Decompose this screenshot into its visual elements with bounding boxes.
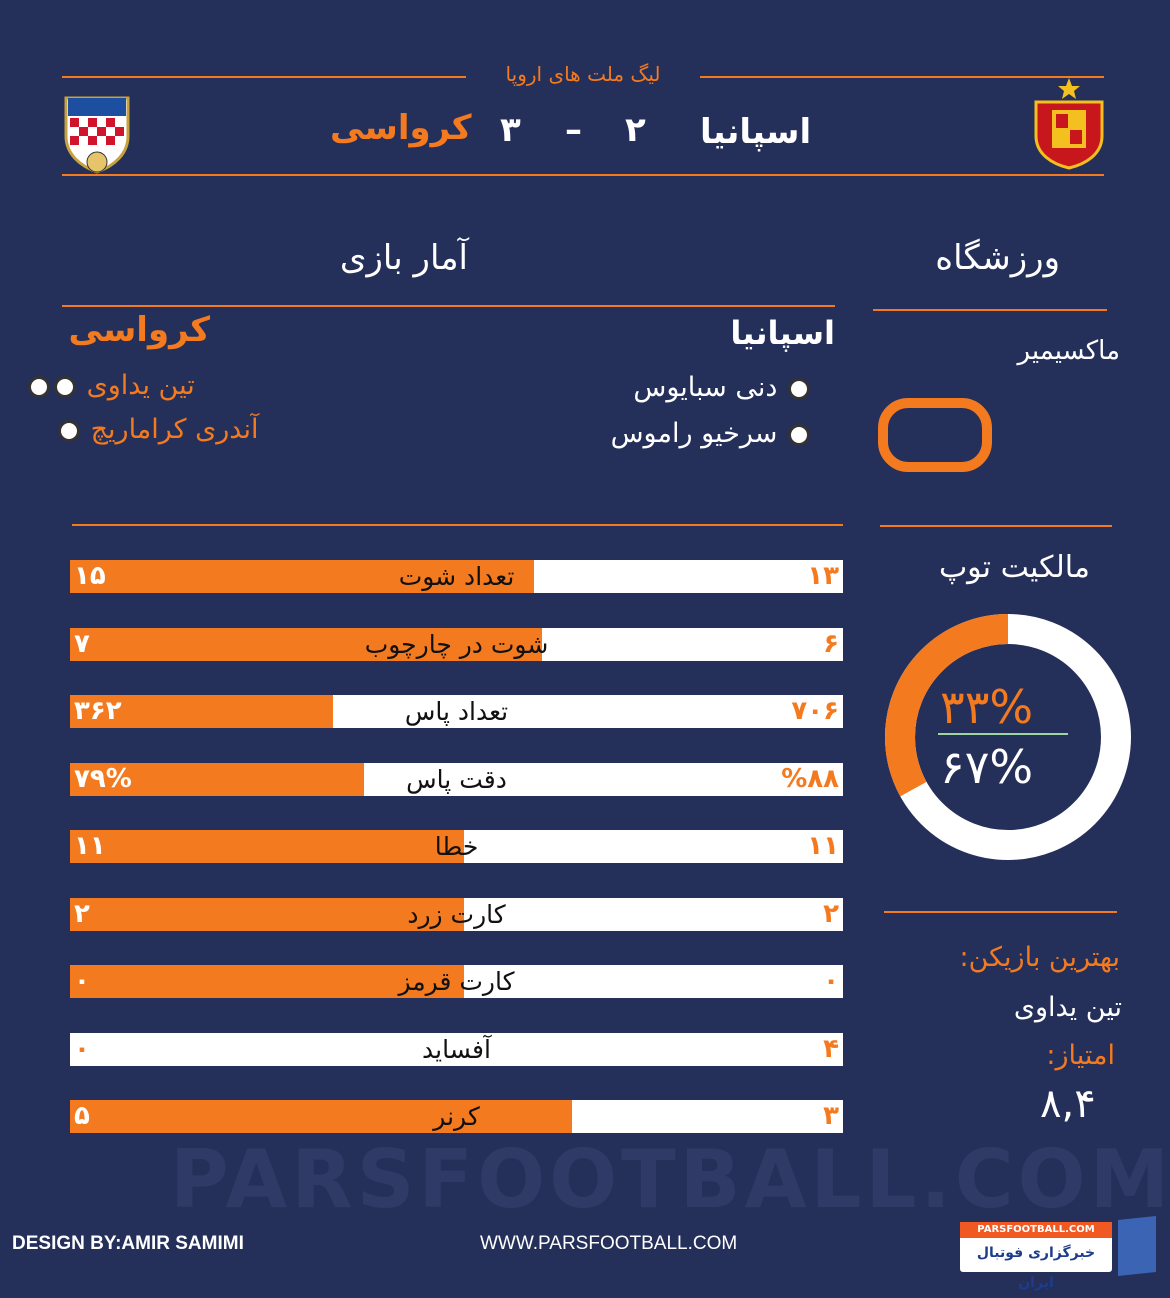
- spain-value: ۱۳: [807, 561, 839, 591]
- croatia-value: ۷: [74, 628, 90, 659]
- possession-title: مالکیت توپ: [938, 550, 1090, 585]
- croatia-value: ۳۶۲: [74, 696, 122, 726]
- divider: [880, 525, 1112, 527]
- divider: [884, 911, 1117, 913]
- croatia-fill: [70, 1100, 573, 1133]
- home-scorers-team: اسپانیا: [730, 314, 835, 352]
- designer-credit: DESIGN BY:AMIR SAMIMI: [12, 1233, 244, 1254]
- best-player-name: تین یداوی: [1013, 992, 1122, 1023]
- stats-title: آمار بازی: [339, 238, 468, 278]
- stadium-name: ماکسیمیر: [1017, 336, 1121, 366]
- croatia-value: ۱۱: [74, 831, 106, 861]
- parsfootball-logo: PARSFOOTBALL.COM خبرگزاری فوتبال ایران: [960, 1222, 1112, 1291]
- stat-bar: دقت پاس ۷۹% %۸۸: [70, 762, 843, 796]
- home-team-name: اسپانیا: [700, 112, 812, 152]
- logo-bottom-text: خبرگزاری فوتبال ایران: [976, 1245, 1096, 1291]
- possession-spain: ۶۷%: [940, 740, 1034, 794]
- possession-croatia: ۳۳%: [940, 680, 1034, 734]
- stat-bar: تعداد پاس ۳۶۲ ۷۰۶: [70, 695, 843, 728]
- divider: [62, 174, 1104, 176]
- stat-bar: خطا ۱۱ ۱۱: [70, 830, 843, 863]
- stat-bar: کارت قرمز ۰ ۰: [70, 965, 843, 998]
- stat-label: کارت قرمز: [398, 967, 515, 996]
- spain-value: ۳: [823, 1101, 839, 1131]
- home-scorer: سرخیو راموس: [540, 418, 812, 449]
- website[interactable]: WWW.PARSFOOTBALL.COM: [480, 1233, 738, 1254]
- croatia-fill: [70, 762, 364, 796]
- away-score: ۳: [500, 110, 521, 150]
- croatia-fill: [70, 830, 465, 863]
- ball-icon: [58, 419, 80, 442]
- spain-value: %۸۸: [781, 763, 839, 794]
- away-scorer: تین یداوی: [26, 370, 195, 401]
- stat-bar: کارت زرد ۲ ۲: [70, 897, 843, 931]
- ball-icon: [28, 375, 50, 398]
- ball-icon: [788, 423, 810, 446]
- croatia-value: ۰: [74, 966, 90, 996]
- spain-crest-icon: [1028, 78, 1110, 170]
- stat-label: شوت در چارچوب: [364, 629, 549, 659]
- stat-bar: شوت در چارچوب ۷ ۶: [70, 627, 843, 661]
- watermark: PARSFOOTBALL.COM: [170, 1133, 1170, 1226]
- croatia-value: ۲: [74, 898, 90, 929]
- divider: [62, 76, 466, 78]
- home-scorer: دنی سبایوس: [540, 372, 812, 403]
- ball-icon: [54, 375, 76, 398]
- stat-label: آفساید: [422, 1034, 491, 1064]
- stat-label: تعداد پاس: [404, 697, 509, 726]
- stat-label: کارت زرد: [407, 899, 506, 929]
- stadium-title: ورزشگاه: [935, 238, 1060, 278]
- croatia-value: ۰: [74, 1033, 90, 1064]
- croatia-value: ۵: [74, 1101, 90, 1131]
- stadium-icon: [878, 398, 992, 472]
- away-team-name: کرواسی: [330, 108, 472, 148]
- ball-icon: [788, 377, 810, 400]
- croatia-value: ۷۹%: [74, 763, 132, 794]
- rating-value: ۸,۴: [1040, 1081, 1096, 1127]
- rating-label: امتیاز:: [1046, 1040, 1115, 1071]
- stat-label: خطا: [434, 832, 479, 861]
- away-scorers-team: کرواسی: [68, 310, 210, 350]
- competition-title: لیگ ملت های اروپا: [505, 62, 661, 86]
- spain-value: ۴: [823, 1033, 839, 1064]
- stat-label: دقت پاس: [406, 764, 507, 794]
- spain-value: ۶: [823, 628, 839, 659]
- croatia-fill: [70, 627, 542, 661]
- possession-croatia-arc: [885, 614, 1131, 860]
- divider: [700, 76, 1104, 78]
- stat-bar: تعداد شوت ۱۵ ۱۳: [70, 560, 843, 593]
- divider: [873, 309, 1107, 311]
- scorer-name: دنی سبایوس: [633, 372, 778, 403]
- stat-label: کرنر: [433, 1102, 480, 1131]
- spain-value: ۰: [823, 966, 839, 996]
- logo-top-text: PARSFOOTBALL.COM: [960, 1222, 1112, 1238]
- stat-bar: آفساید ۰ ۴: [70, 1032, 843, 1066]
- score-separator: –: [565, 110, 582, 150]
- possession-donut: [885, 614, 1131, 860]
- best-player-label: بهترین بازیکن:: [959, 942, 1120, 973]
- divider: [62, 305, 835, 307]
- spain-value: ۲: [823, 898, 839, 929]
- croatia-fill: [70, 965, 465, 998]
- croatia-fill: [70, 560, 534, 593]
- spain-value: ۱۱: [807, 831, 839, 861]
- stat-bar: کرنر ۵ ۳: [70, 1100, 843, 1133]
- divider: [72, 524, 843, 526]
- croatia-fill: [70, 897, 465, 931]
- home-score: ۲: [625, 110, 646, 150]
- stat-label: تعداد شوت: [398, 562, 515, 591]
- scorer-name: آندری کراماریچ: [90, 414, 259, 445]
- scorer-name: تین یداوی: [86, 370, 195, 401]
- player-logo-icon: [1118, 1216, 1156, 1276]
- scorer-name: سرخیو راموس: [610, 418, 778, 449]
- croatia-crest-icon: [60, 90, 134, 176]
- away-scorer: آندری کراماریچ: [56, 414, 258, 445]
- croatia-value: ۱۵: [74, 561, 106, 591]
- spain-value: ۷۰۶: [791, 696, 839, 726]
- croatia-fill: [70, 695, 333, 728]
